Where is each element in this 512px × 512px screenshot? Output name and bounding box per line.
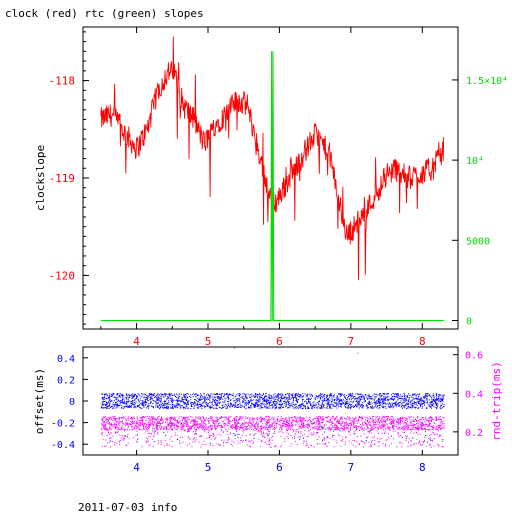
top-axes: 4 5 6 7 8 -118 -119 -120 0 5000 10⁴ 1.5×10⁴ <box>49 27 508 348</box>
rtc-series-line <box>100 51 444 321</box>
bottom-axes: 4 5 6 7 8 0.4 0.2 0 -0.2 -0.4 0.2 0.4 0.6 <box>51 351 483 474</box>
bottom-y2tick-label: 0.6 <box>465 351 483 362</box>
bottom-panel: 4 5 6 7 8 0.4 0.2 0 -0.2 -0.4 0.2 0.4 0.6 offset(ms)… <box>33 346 503 474</box>
bottom-xtick-label: 8 <box>419 461 426 474</box>
bottom-ytick-label: -0.2 <box>51 419 75 430</box>
top-series-group <box>100 36 445 321</box>
bottom-ytick-label: 0.2 <box>57 375 75 386</box>
top-panel: 4 5 6 7 8 -118 -119 -120 0 5000 10⁴ 1.5×10⁴ clocksl… <box>34 26 508 348</box>
bottom-y2label: rnd-trip(ms) <box>490 361 503 440</box>
bottom-y2tick-label: 0.2 <box>465 428 483 439</box>
top-xtick-label: 8 <box>419 335 426 348</box>
bottom-ytick-label: 0 <box>69 397 75 408</box>
bottom-ylabel: offset(ms) <box>33 368 46 434</box>
bottom-xtick-label: 4 <box>133 461 140 474</box>
footer-date: 2011-07-03 info <box>78 501 177 512</box>
top-xtick-label: 7 <box>348 335 355 348</box>
bottom-ytick-label: -0.4 <box>51 440 75 451</box>
top-ylabel: clockslope <box>34 145 47 211</box>
top-ytick-label: -118 <box>49 75 76 88</box>
bottom-series-group <box>100 347 445 448</box>
bottom-y2tick-label: 0.4 <box>465 389 483 400</box>
chart-title: clock (red) rtc (green) slopes <box>5 7 204 20</box>
bottom-xtick-label: 7 <box>348 461 355 474</box>
top-y2tick-label: 10⁴ <box>466 156 484 167</box>
top-xtick-label: 4 <box>133 335 140 348</box>
top-y2tick-label: 1.5×10⁴ <box>466 76 508 87</box>
top-y2tick-label: 5000 <box>466 236 490 247</box>
top-ytick-label: -120 <box>49 269 76 282</box>
bottom-xtick-label: 5 <box>205 461 212 474</box>
top-y2tick-label: 0 <box>466 316 472 327</box>
top-ytick-label: -119 <box>49 172 76 185</box>
bottom-ytick-label: 0.4 <box>57 354 75 365</box>
top-xtick-label: 5 <box>205 335 212 348</box>
rndtrip-series-points <box>100 347 445 448</box>
bottom-xtick-label: 6 <box>276 461 283 474</box>
top-xtick-label: 6 <box>276 335 283 348</box>
